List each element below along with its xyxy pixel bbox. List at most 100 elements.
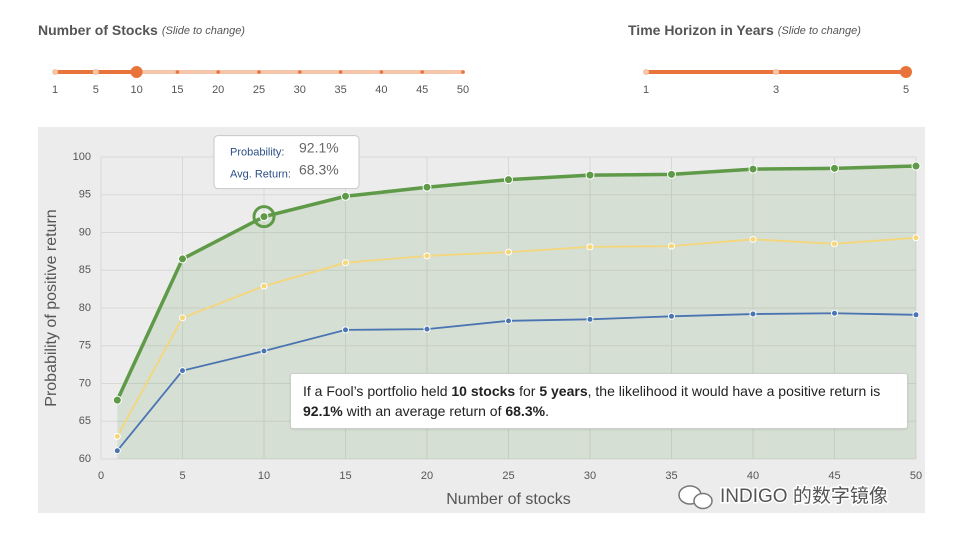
- caption-text: with an average return of: [342, 403, 506, 419]
- point: [179, 314, 186, 322]
- slider-handle[interactable]: [130, 66, 143, 78]
- slider-hint: (Slide to change): [778, 25, 861, 37]
- point: [668, 312, 675, 320]
- caption-text: 5 years: [539, 383, 588, 399]
- y-axis-label: Probability of positive return: [43, 209, 60, 406]
- point: [113, 447, 121, 455]
- y-tick-label: 60: [79, 453, 91, 465]
- x-tick-label: 20: [421, 470, 433, 482]
- point: [260, 282, 268, 290]
- slider-tick-label: 40: [375, 84, 387, 96]
- point: [179, 367, 186, 375]
- point: [831, 309, 838, 317]
- point: [423, 325, 431, 333]
- x-tick-label: 10: [258, 470, 270, 482]
- y-tick-label: 80: [79, 302, 91, 314]
- slider-tick-label: 50: [457, 84, 469, 96]
- tooltip-label: Avg. Return:: [230, 169, 291, 181]
- point: [586, 243, 594, 251]
- point: [585, 170, 595, 180]
- point: [260, 347, 268, 355]
- point: [423, 252, 431, 260]
- caption-text: If a Fool’s portfolio held: [303, 383, 452, 399]
- point: [342, 326, 349, 334]
- slider-tick: [216, 70, 220, 74]
- slider-tick: [298, 70, 302, 74]
- slider-tick-label: 15: [171, 84, 183, 96]
- x-tick-label: 35: [665, 470, 677, 482]
- slider-tick: [420, 70, 425, 74]
- point: [341, 191, 350, 201]
- point: [749, 310, 757, 318]
- caption-box: If a Fool’s portfolio held 10 stocks for…: [290, 373, 908, 429]
- point: [504, 175, 513, 185]
- slider-tick: [773, 69, 779, 75]
- slider-tick: [92, 69, 99, 75]
- watermark: INDIGO 的数字镜像: [720, 485, 888, 507]
- slider-tick: [461, 70, 465, 74]
- y-tick-label: 90: [79, 226, 91, 238]
- x-tick-label: 45: [828, 470, 840, 482]
- slider-label: Time Horizon in Years: [628, 22, 774, 38]
- watermark-icon: [678, 485, 713, 510]
- slider-label: Number of Stocks: [38, 22, 158, 38]
- slider-tick-label: 25: [253, 84, 265, 96]
- y-tick-label: 95: [79, 189, 91, 201]
- point: [422, 182, 432, 192]
- caption-text: , the likelihood it would have a positiv…: [587, 383, 881, 399]
- caption-text: 10 stocks: [451, 383, 516, 399]
- tooltip-box: [213, 135, 360, 190]
- point: [748, 164, 758, 174]
- point: [505, 317, 512, 325]
- caption-text: 92.1%: [303, 403, 343, 419]
- slider-tick: [379, 70, 384, 74]
- slider-tick-label: 5: [903, 84, 909, 96]
- slider-hint: (Slide to change): [162, 25, 245, 37]
- tooltip-label: Probability:: [230, 147, 284, 159]
- caption-text: .: [545, 403, 549, 419]
- point: [586, 315, 594, 323]
- slider-tick-label: 10: [130, 84, 142, 96]
- y-tick-label: 100: [73, 151, 91, 163]
- chart-panel: [38, 127, 925, 513]
- slider-tick-label: 1: [643, 84, 649, 96]
- slider-tick: [175, 70, 180, 74]
- point: [178, 254, 187, 264]
- point: [505, 248, 512, 256]
- y-tick-label: 70: [79, 377, 91, 389]
- tooltip-value: 68.3%: [299, 161, 339, 177]
- y-tick-label: 75: [79, 340, 91, 352]
- slider-tick: [338, 70, 343, 74]
- slider-tick-label: 30: [294, 84, 306, 96]
- slider-tick: [52, 69, 58, 75]
- x-tick-label: 50: [910, 470, 922, 482]
- y-tick-label: 85: [79, 264, 91, 276]
- sliders: Number of Stocks (Slide to change)1 5 10 15 2…: [38, 22, 912, 96]
- x-tick-label: 0: [98, 470, 104, 482]
- slider-title: Time Horizon in Years (Slide to change): [628, 22, 861, 38]
- slider-title: Number of Stocks (Slide to change): [38, 22, 245, 38]
- slider-tick-label: 20: [212, 84, 224, 96]
- point: [830, 163, 839, 173]
- slider-tick-label: 5: [93, 84, 99, 96]
- slider-tick-label: 3: [773, 84, 779, 96]
- point: [259, 212, 269, 222]
- x-tick-label: 15: [339, 470, 351, 482]
- point: [912, 234, 920, 242]
- slider-tick-label: 45: [416, 84, 428, 96]
- slider-tick: [257, 70, 261, 74]
- point: [342, 259, 349, 267]
- highlight: [252, 205, 276, 229]
- x-tick-label: 30: [584, 470, 596, 482]
- slider-handle[interactable]: [900, 66, 912, 78]
- point: [912, 311, 920, 319]
- point: [668, 242, 675, 250]
- x-tick-label: 40: [747, 470, 759, 482]
- point: [749, 235, 757, 243]
- x-tick-label: 5: [179, 470, 185, 482]
- point: [112, 395, 122, 405]
- slider-tick: [643, 69, 649, 75]
- slider-tick-label: 35: [334, 84, 346, 96]
- y-tick-label: 65: [79, 415, 91, 427]
